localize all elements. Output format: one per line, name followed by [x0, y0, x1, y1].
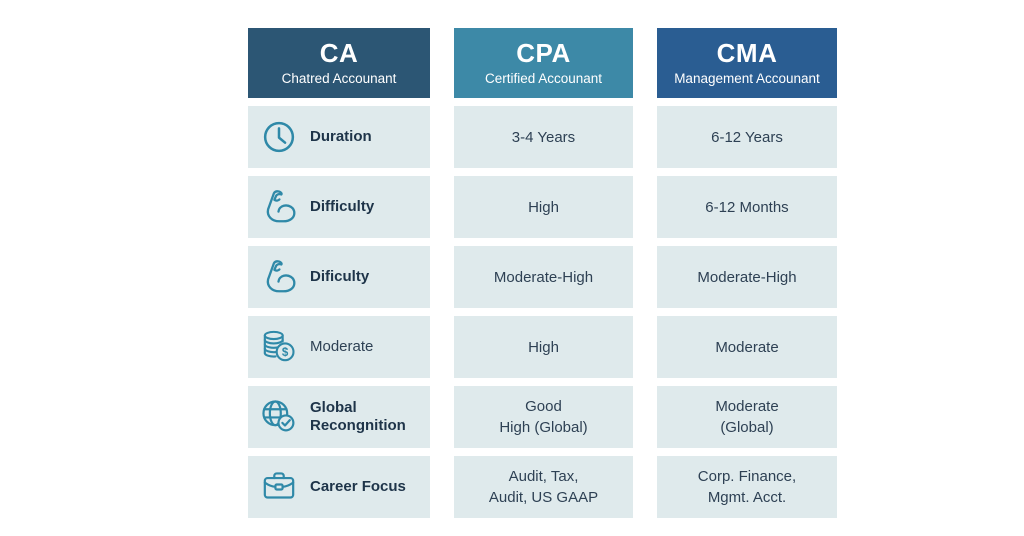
cell-cpa-career-focus: Audit, Tax, Audit, US GAAP [454, 456, 633, 518]
globe-check-icon [258, 396, 300, 438]
column-subtitle: Management Accounant [674, 70, 820, 86]
cell-cpa-dificulty: Moderate-High [454, 246, 633, 308]
row-label: Duration [310, 128, 372, 145]
column-header-ca: CA Chatred Accounant [248, 28, 430, 98]
row-label-duration: Duration [248, 106, 430, 168]
cell-cpa-cost: High [454, 316, 633, 378]
cell-cpa-difficulty: High [454, 176, 633, 238]
bicep-icon [258, 186, 300, 228]
column-title: CPA [516, 38, 571, 69]
cell-cma-difficulty: 6-12 Months [657, 176, 837, 238]
svg-text:$: $ [282, 347, 289, 359]
cell-cma-global-recognition: Moderate (Global) [657, 386, 837, 448]
column-header-cpa: CPA Certified Accounant [454, 28, 633, 98]
row-label-dificulty: Dificulty [248, 246, 430, 308]
bicep-icon [258, 256, 300, 298]
comparison-table: CA Chatred Accounant CPA Certified Accou… [248, 28, 837, 518]
column-header-cma: CMA Management Accounant [657, 28, 837, 98]
cell-cpa-duration: 3-4 Years [454, 106, 633, 168]
column-subtitle: Chatred Accounant [281, 70, 397, 86]
column-title: CA [319, 38, 359, 69]
cell-cma-cost: Moderate [657, 316, 837, 378]
row-label-difficulty: Difficulty [248, 176, 430, 238]
coins-icon: $ [258, 326, 300, 368]
row-label: Moderate [310, 338, 374, 355]
row-label: Global Recongnition [310, 399, 406, 434]
row-label: Career Focus [310, 478, 406, 495]
cell-cma-dificulty: Moderate-High [657, 246, 837, 308]
row-label: Difficulty [310, 198, 375, 215]
cell-cma-career-focus: Corp. Finance, Mgmt. Acct. [657, 456, 837, 518]
cell-cpa-global-recognition: Good High (Global) [454, 386, 633, 448]
row-label: Dificulty [310, 268, 370, 285]
briefcase-icon [258, 466, 300, 508]
row-label-career-focus: Career Focus [248, 456, 430, 518]
row-label-moderate: $ Moderate [248, 316, 430, 378]
row-label-global-recognition: Global Recongnition [248, 386, 430, 448]
column-title: CMA [716, 38, 778, 69]
clock-icon [258, 116, 300, 158]
cell-cma-duration: 6-12 Years [657, 106, 837, 168]
column-subtitle: Certified Accounant [484, 70, 603, 86]
